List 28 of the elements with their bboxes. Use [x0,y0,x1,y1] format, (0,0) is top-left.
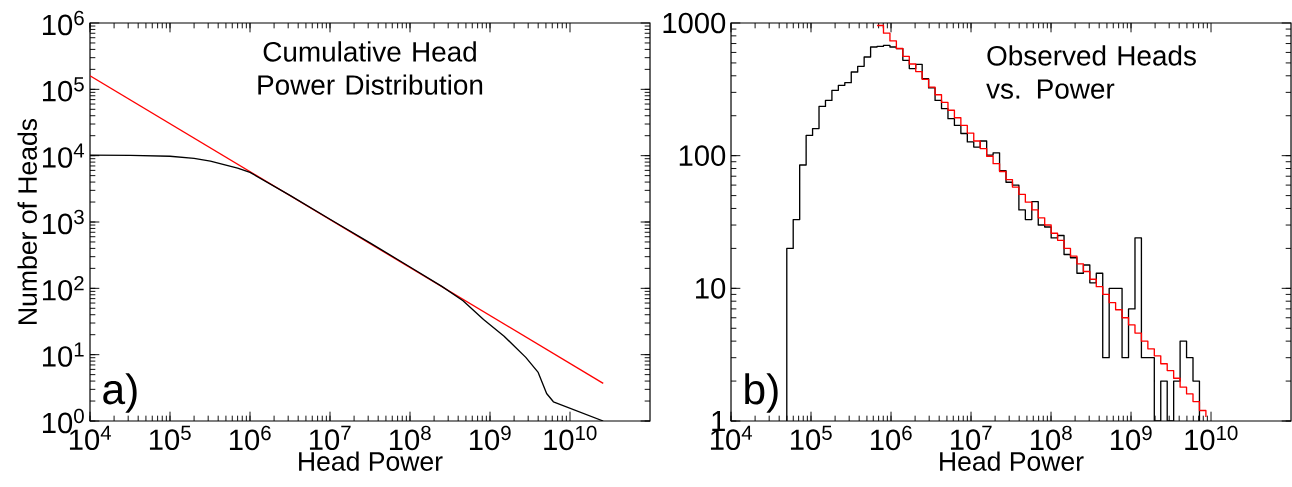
y-tick-label: 1000 [663,12,726,34]
y-tick-label: 10$^{5}$ [42,77,84,102]
x-tick-label: 10$^{7}$ [309,425,351,451]
y-tick-label: 10$^{4}$ [42,143,85,168]
y-tick-label: 10$^{1}$ [42,342,84,367]
y-tick-label: 100 [679,145,726,167]
y-tick-label: 10$^{2}$ [42,276,84,301]
annotation: b) [745,373,778,413]
x-tick-label: 10$^{6}$ [870,425,912,451]
x-tick-label: 10$^{8}$ [1030,425,1072,451]
x-tick-label: 10$^{7}$ [950,425,992,451]
text: Cumulative Head Power Distribution [258,41,483,95]
x-tick-label: 10$^{5}$ [790,425,832,451]
x-tick-label: 10$^{8}$ [389,425,431,451]
annotation: a) [103,373,137,413]
x-tick-label: 10$^{9}$ [1110,425,1152,451]
x-tick-label: 10$^{10}$ [544,425,597,451]
x-axis-title: Head Power [940,451,1084,471]
x-tick-label: 10$^{10}$ [1185,425,1238,451]
x-tick-label: 10$^{6}$ [229,425,271,451]
x-tick-label: 10$^{5}$ [149,425,191,451]
y-tick-label: 10$^{6}$ [42,10,84,36]
x-axis-title: Head Power [299,451,443,471]
x-tick-label: 10$^{9}$ [469,425,511,451]
y-tick-label: 10 [696,277,726,299]
text: Observed Heads vs. Power [986,45,1196,99]
y-axis-title: Number of Heads [17,118,37,324]
y-tick-label: 10$^{3}$ [42,209,84,235]
